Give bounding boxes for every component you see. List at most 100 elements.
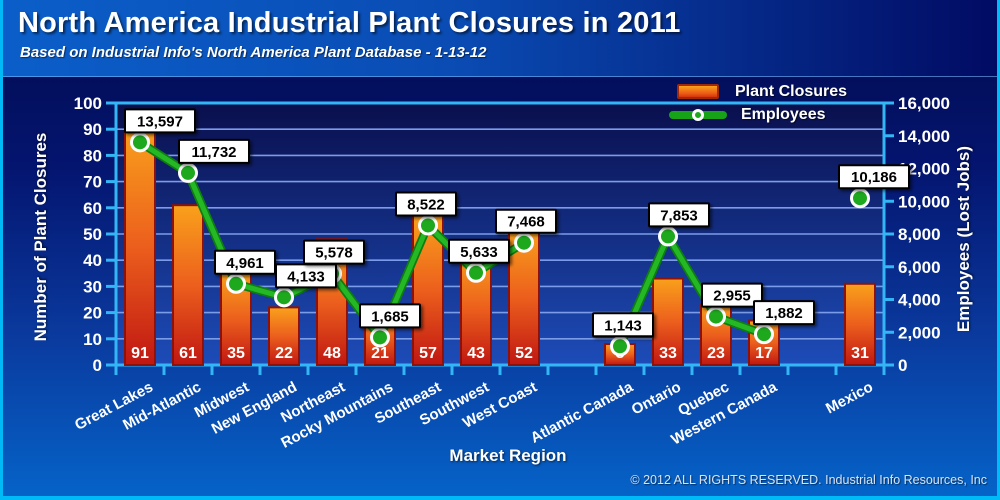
bar-value-label: 31	[851, 345, 869, 362]
bar-value-label: 23	[707, 345, 725, 362]
right-tick-label: 10,000	[898, 192, 950, 211]
chart-canvas: 0 10 20 30 40 50 60 70 80 90 100 0 2,000 4,000 6,000 8,…	[72, 94, 950, 452]
value-callout	[592, 312, 654, 338]
left-tick-label: 40	[83, 251, 102, 270]
bar-value-label: 43	[467, 345, 485, 362]
value-callout	[495, 208, 557, 234]
employee-marker-3	[274, 287, 294, 308]
employee-marker-9	[610, 336, 630, 357]
page-title: North America Industrial Plant Closures …	[18, 7, 681, 39]
page-subtitle: Based on Industrial Info's North America…	[20, 44, 487, 61]
legend-label-plant-closures: Plant Closures	[735, 82, 848, 100]
value-callout	[214, 249, 276, 275]
left-tick-label: 80	[83, 146, 102, 165]
value-callout	[359, 303, 421, 329]
left-tick-label: 50	[83, 225, 102, 244]
value-callout-text: 5,578	[315, 245, 353, 262]
header: North America Industrial Plant Closures …	[3, 0, 997, 77]
value-callout	[753, 300, 815, 326]
bar-1	[172, 204, 204, 366]
value-callout-text: 1,143	[604, 317, 642, 334]
value-callout-text: 7,853	[660, 207, 698, 224]
right-tick-label: 16,000	[898, 94, 950, 113]
axis-frame	[114, 101, 886, 367]
left-tick-label: 30	[83, 277, 102, 296]
bar-value-label: 17	[755, 345, 773, 362]
value-callout-text: 4,133	[287, 268, 325, 285]
employee-marker-7	[466, 262, 486, 283]
right-tick-label: 14,000	[898, 127, 950, 146]
employee-marker-8	[514, 232, 534, 253]
bar-0	[124, 125, 156, 366]
right-tick-label: 12,000	[898, 160, 950, 179]
left-tick-label: 70	[83, 173, 102, 192]
bar-value-label: 57	[419, 345, 437, 362]
bar-13	[844, 282, 876, 366]
bar-value-label: 48	[323, 345, 341, 362]
right-tick-label: 2,000	[898, 323, 941, 342]
value-callout	[448, 238, 510, 264]
employee-marker-11	[706, 306, 726, 327]
value-callout-text: 7,468	[507, 214, 545, 231]
employee-marker-1	[178, 162, 198, 183]
employee-marker-10	[658, 226, 678, 247]
value-callout-text: 1,882	[765, 305, 803, 322]
copyright-text: © 2012 ALL RIGHTS RESERVED. Industrial I…	[630, 473, 987, 487]
right-tick-label: 4,000	[898, 291, 941, 310]
bar-value-label: 21	[371, 345, 389, 362]
value-callout-text: 5,633	[460, 244, 498, 261]
legend: Plant Closures Employees	[663, 80, 847, 126]
value-callout-text: 8,522	[407, 196, 445, 213]
legend-item-plant-closures: Plant Closures	[663, 80, 847, 103]
value-callout	[838, 164, 910, 190]
value-callout	[178, 138, 250, 164]
value-callout-text: 2,955	[713, 288, 751, 305]
employee-marker-0	[130, 132, 150, 153]
category-label-13: Mexico	[823, 379, 876, 418]
right-tick-label: 6,000	[898, 258, 941, 277]
employee-marker-6	[418, 215, 438, 236]
bar-value-label: 22	[275, 345, 293, 362]
value-callout	[303, 239, 365, 265]
left-tick-label: 90	[83, 120, 102, 139]
value-callout	[124, 108, 196, 134]
value-callout-text: 13,597	[137, 113, 183, 130]
employee-marker-2	[226, 273, 246, 294]
left-tick-label: 100	[74, 94, 102, 113]
category-label-10: Ontario	[629, 379, 684, 419]
employees-marker-icon	[692, 108, 704, 121]
bar-value-label: 52	[515, 345, 533, 362]
value-callout-text: 10,186	[851, 169, 897, 186]
value-callout-text: 1,685	[371, 308, 409, 325]
left-tick-label: 60	[83, 199, 102, 218]
category-label-9: Atlantic Canada	[528, 378, 637, 447]
employee-marker-12	[754, 324, 774, 345]
left-tick-label: 0	[93, 356, 102, 375]
value-callout-text: 4,961	[226, 255, 264, 272]
value-callout	[701, 282, 763, 308]
left-tick-label: 10	[83, 330, 102, 349]
employees-line-swatch-icon	[669, 108, 727, 121]
bar-10	[652, 277, 684, 366]
value-callout	[395, 191, 457, 217]
right-tick-label: 8,000	[898, 225, 941, 244]
legend-item-employees: Employees	[663, 103, 847, 126]
left-tick-label: 20	[83, 304, 102, 323]
bar-value-label: 61	[179, 345, 197, 362]
right-tick-label: 0	[898, 356, 907, 375]
employee-marker-5	[370, 327, 390, 348]
bar-3	[268, 306, 300, 366]
employees-line	[617, 233, 767, 349]
x-axis-title: Market Region	[449, 446, 567, 465]
value-callout-text: 11,732	[191, 144, 236, 161]
legend-label-employees: Employees	[741, 105, 826, 123]
y-axis-title-left: Number of Plant Closures	[31, 132, 50, 342]
employee-marker-13	[850, 188, 870, 209]
plant-closures-bar-swatch-icon	[677, 84, 719, 99]
bar-value-label: 35	[227, 345, 245, 362]
bar-value-label: 91	[131, 345, 149, 362]
y-axis-title-right: Employees (Lost Jobs)	[954, 145, 973, 333]
bar-value-label: 33	[659, 345, 677, 362]
value-callout	[648, 202, 710, 228]
